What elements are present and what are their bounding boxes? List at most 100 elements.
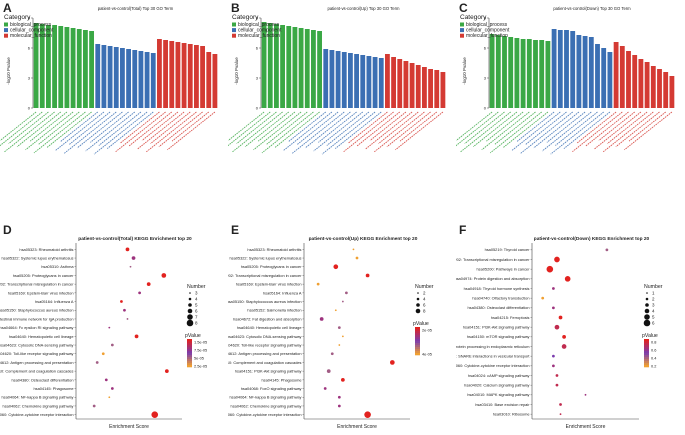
go-chart-up: B patient-vs-control(Up) Top 30 GO Term 0…: [223, 0, 456, 215]
go-bar: [83, 30, 88, 108]
x-tick-label: [223, 111, 271, 150]
kegg-bubble: [110, 387, 114, 390]
x-tick-label: [227, 111, 265, 141]
go-bar: [403, 61, 409, 108]
term-label: hsa04610: Complement and coagulation cas…: [0, 369, 74, 374]
x-tick-label: [395, 111, 444, 151]
x-tick-label: [93, 111, 148, 155]
x-tick-label: [76, 111, 123, 149]
term-label: hsa05200: Pathways in cancer: [477, 267, 531, 272]
legend-item: molecular_function: [238, 33, 280, 39]
term-label: hsa05202: Transcriptional misregulation …: [228, 273, 302, 278]
term-label: hsa05152: Salmonella infection: [247, 308, 301, 313]
pvalue-gradient-step: [415, 331, 420, 334]
chart-title: patient-vs-control(Total) Top 30 GO Term: [98, 6, 174, 11]
y-tick-label: 6: [484, 46, 487, 51]
go-bar: [298, 28, 304, 108]
pvalue-gradient-step: [187, 349, 192, 352]
x-tick-label: [348, 111, 388, 144]
kegg-bubble: [123, 308, 126, 312]
kegg-bubble: [101, 352, 105, 356]
pvalue-gradient-step: [415, 333, 420, 336]
kegg-bubble: [352, 248, 355, 251]
panel-letter-b: B: [231, 1, 240, 15]
go-bar: [607, 52, 613, 108]
go-bar: [150, 53, 156, 108]
x-tick-label: [520, 111, 573, 154]
x-tick-label: [171, 111, 210, 142]
kegg-bubble: [541, 296, 545, 300]
pvalue-gradient-step: [187, 347, 192, 350]
legend-item: molecular_function: [466, 33, 508, 39]
pvalue-gradient-step: [187, 345, 192, 348]
go-bar: [595, 44, 600, 108]
y-tick-label: 0: [28, 106, 31, 111]
size-legend-label: 6: [195, 309, 198, 314]
kegg-bubble: [316, 282, 320, 286]
go-bar: [564, 30, 569, 108]
go-bar: [95, 44, 101, 108]
x-tick-label: [615, 111, 660, 148]
go-bar: [502, 36, 507, 108]
go-bar: [89, 31, 94, 108]
x-tick-label: [128, 111, 173, 147]
chart-title: patient-vs-control(Total) KEGG Enrichmen…: [78, 236, 192, 242]
go-bar: [520, 39, 526, 108]
go-bar: [286, 26, 292, 108]
size-legend-dot: [188, 303, 192, 307]
term-label: hsa05150: Staphylococcus aureus infectio…: [228, 299, 302, 304]
kegg-bubble: [341, 335, 344, 338]
x-tick-label: [334, 111, 382, 149]
chart-title: patient-vs-control(Up) Top 30 GO Term: [328, 6, 401, 11]
pvalue-gradient-step: [187, 359, 192, 362]
go-bar: [360, 55, 366, 108]
pvalue-gradient-step: [187, 341, 192, 344]
legend-swatch: [460, 28, 464, 33]
kegg-bubble: [131, 256, 136, 260]
go-bar: [107, 46, 113, 108]
x-tick-label: [38, 111, 80, 145]
size-legend-dot: [644, 308, 650, 314]
kegg-bubble-chart-down: patient-vs-control(Down) KEGG Enrichment…: [434, 236, 663, 430]
term-label: hsa05219: Thyroid cancer: [485, 247, 531, 252]
pvalue-gradient-step: [644, 343, 649, 346]
kegg-bubble-chart-total: patient-vs-control(Total) KEGG Enrichmen…: [0, 236, 207, 430]
x-tick-label: [85, 111, 136, 152]
go-bar: [317, 31, 322, 108]
legend-swatch: [4, 33, 8, 38]
y-tick-label: 0: [484, 106, 487, 111]
x-tick-label: [369, 111, 407, 141]
size-legend-label: 7: [195, 315, 198, 320]
legend-swatch: [232, 28, 236, 33]
pvalue-legend-label: 2e-05: [422, 327, 432, 332]
x-tick-label: [29, 111, 68, 142]
x-tick-label: [624, 111, 673, 151]
x-tick-label: [253, 111, 302, 151]
kegg-bubble: [341, 377, 345, 382]
x-tick-label: [296, 111, 339, 146]
panel-letter-f: F: [459, 223, 467, 237]
panel-letter-e: E: [231, 223, 240, 237]
x-tick-label: [563, 111, 611, 149]
kegg-bubble: [104, 378, 108, 382]
term-label: hsa04672: Intestinal immune network for …: [0, 316, 74, 321]
go-bar: [274, 24, 279, 108]
go-bar: [372, 57, 378, 108]
x-tick-label: [318, 111, 357, 143]
go-chart-total: A patient-vs-control(Total) Top 30 GO Te…: [0, 0, 228, 215]
go-bar: [341, 52, 347, 108]
size-legend-dot: [188, 297, 192, 301]
x-tick-label: [158, 111, 203, 148]
x-tick-label: [593, 111, 642, 150]
x-tick-label: [598, 111, 635, 141]
term-label: hsa03010: Ribosome: [493, 412, 530, 417]
go-bar: [138, 51, 144, 108]
x-tick-label: [8, 111, 49, 144]
term-label: hsa04380: Osteoclast differentiation: [467, 305, 529, 310]
go-bar: [657, 69, 662, 108]
go-bar: [46, 25, 51, 108]
kegg-bubble: [554, 324, 560, 330]
kegg-bubble: [555, 374, 559, 377]
x-tick-label: [356, 111, 401, 147]
